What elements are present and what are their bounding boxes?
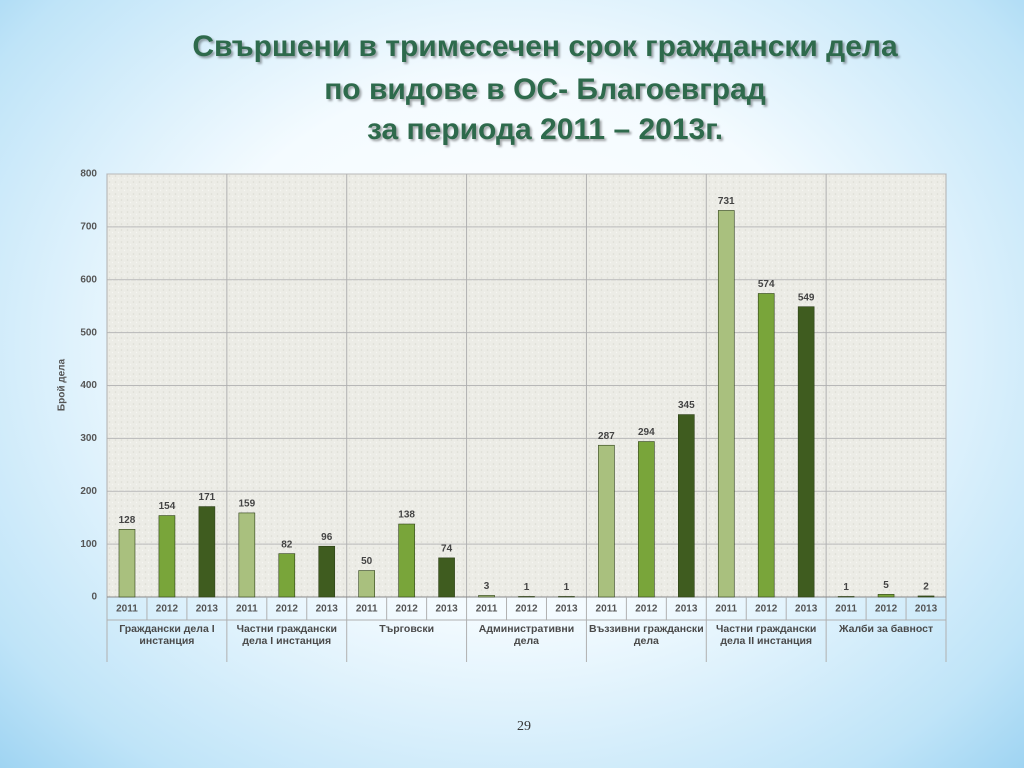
value-label: 1 — [564, 582, 570, 593]
value-label: 159 — [238, 499, 255, 510]
group-label: Административни дела — [478, 623, 575, 647]
y-tick-label: 500 — [80, 327, 97, 338]
bar — [917, 595, 935, 598]
year-label: 2013 — [675, 604, 698, 615]
value-label: 154 — [159, 501, 176, 512]
value-label: 1 — [524, 582, 530, 593]
value-label: 345 — [678, 400, 695, 411]
bar — [158, 515, 176, 598]
group-label: Частни граждански дела I инстанция — [236, 623, 337, 647]
title: Свършени в тримесечен срок граждански де… — [192, 30, 898, 146]
value-label: 82 — [281, 539, 293, 550]
year-label: 2012 — [156, 604, 179, 615]
bar — [638, 441, 655, 598]
year-label: 2012 — [755, 604, 778, 615]
value-label: 1 — [843, 582, 849, 593]
value-label: 138 — [398, 510, 415, 521]
year-label: 2011 — [715, 604, 737, 615]
value-label: 5 — [883, 580, 889, 591]
value-label: 128 — [119, 515, 136, 526]
bar — [877, 594, 895, 598]
year-label: 2012 — [635, 604, 658, 615]
bar — [757, 293, 775, 598]
value-label: 50 — [361, 556, 373, 567]
group-label-box: Въззивни граждански дела — [589, 623, 704, 647]
y-tick-label: 600 — [80, 274, 97, 285]
y-tick-label: 200 — [80, 486, 97, 497]
year-label: 2011 — [596, 604, 618, 615]
value-label: 287 — [598, 431, 615, 442]
value-label: 731 — [718, 196, 735, 207]
year-label: 2012 — [396, 604, 419, 615]
bar — [558, 596, 575, 598]
year-label: 2013 — [915, 604, 938, 615]
bar — [318, 545, 336, 598]
bar — [238, 512, 256, 598]
y-axis-label: Брой дела — [57, 358, 68, 411]
bar — [278, 553, 296, 598]
value-label: 96 — [321, 532, 333, 543]
year-label: 2011 — [356, 604, 378, 615]
bar — [518, 596, 535, 598]
bar — [198, 506, 216, 598]
group-label-box: Частни граждански дела II инстанция — [716, 623, 817, 647]
group-label: Въззивни граждански дела — [589, 623, 704, 647]
bar — [717, 210, 735, 598]
y-tick-label: 800 — [80, 169, 97, 180]
bar — [478, 595, 495, 598]
title-line: Свършени в тримесечен срок граждански де… — [192, 30, 898, 63]
bar — [837, 596, 855, 598]
group-label: Жалби за бавност — [839, 623, 934, 635]
bar — [398, 523, 415, 598]
bar — [678, 414, 695, 598]
year-label: 2013 — [795, 604, 818, 615]
group-label-box: Търговски — [379, 623, 435, 635]
year-label: 2011 — [476, 604, 498, 615]
title-line: за периода 2011 – 2013г. — [367, 113, 723, 146]
year-label: 2011 — [236, 604, 258, 615]
year-label: 2012 — [875, 604, 898, 615]
group-label-box: Граждански дела I инстанция — [119, 623, 215, 647]
value-label: 549 — [798, 292, 815, 303]
year-label: 2011 — [116, 604, 138, 615]
year-label: 2013 — [555, 604, 578, 615]
bar — [598, 444, 615, 598]
y-tick-label: 300 — [80, 433, 97, 444]
year-label: 2013 — [316, 604, 339, 615]
group-label: Граждански дела I инстанция — [119, 623, 215, 647]
group-label-box: Административни дела — [478, 623, 575, 647]
value-label: 574 — [758, 279, 775, 290]
group-label: Търговски — [379, 623, 435, 635]
group-label-box: Частни граждански дела I инстанция — [236, 623, 337, 647]
value-label: 2 — [923, 582, 929, 593]
year-label: 2013 — [196, 604, 219, 615]
group-label-box: Жалби за бавност — [839, 623, 934, 635]
year-label: 2013 — [435, 604, 458, 615]
value-label: 3 — [484, 581, 490, 592]
bar — [438, 557, 455, 598]
value-label: 294 — [638, 427, 655, 438]
year-label: 2011 — [835, 604, 857, 615]
y-tick-label: 0 — [91, 592, 97, 603]
group-label: Частни граждански дела II инстанция — [716, 623, 817, 647]
y-tick-label: 700 — [80, 222, 97, 233]
year-label: 2012 — [515, 604, 538, 615]
value-label: 74 — [441, 544, 453, 555]
page-number: 29 — [517, 719, 531, 734]
y-tick-label: 400 — [80, 380, 97, 391]
value-label: 171 — [199, 492, 216, 503]
bar — [797, 306, 815, 598]
bar — [118, 529, 136, 598]
title-line: по видове в ОС- Благоевград — [324, 73, 766, 106]
y-tick-label: 100 — [80, 539, 97, 550]
bar — [358, 570, 375, 598]
year-label: 2012 — [276, 604, 299, 615]
